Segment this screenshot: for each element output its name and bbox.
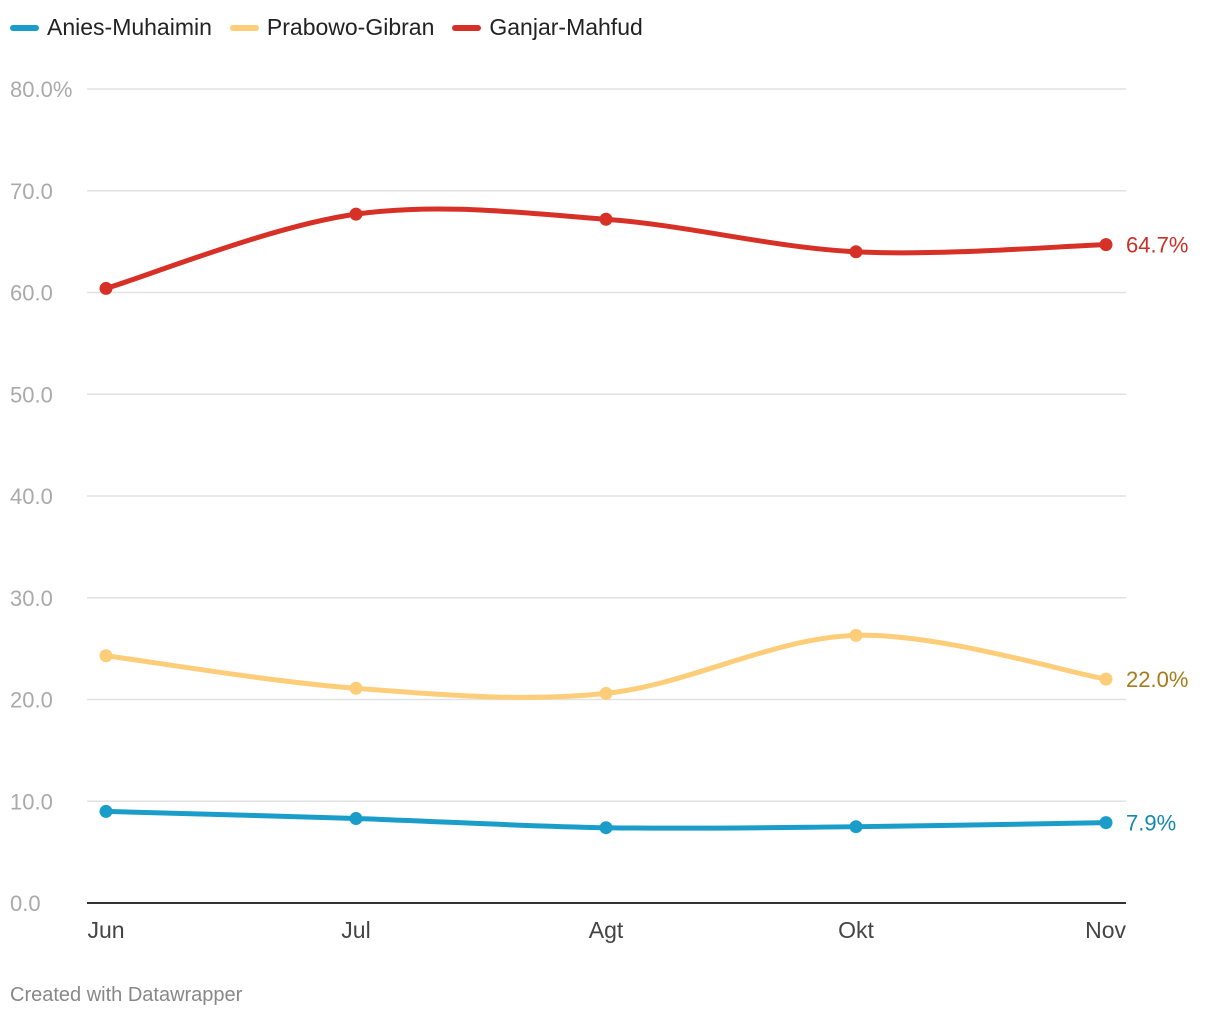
data-point xyxy=(599,212,613,226)
y-tick-label: 40.0 xyxy=(10,484,53,509)
data-point xyxy=(849,245,863,259)
legend-label: Anies-Muhaimin xyxy=(47,14,212,40)
data-point xyxy=(849,820,863,834)
legend-label: Prabowo-Gibran xyxy=(266,14,435,40)
legend-item: Anies-Muhaimin xyxy=(10,14,212,41)
x-tick-label: Nov xyxy=(1085,917,1126,943)
data-point xyxy=(349,207,363,221)
series-end-label: 64.7% xyxy=(1126,233,1188,258)
legend-item: Prabowo-Gibran xyxy=(229,14,435,41)
legend-item: Ganjar-Mahfud xyxy=(452,14,643,41)
y-tick-label: 10.0 xyxy=(10,789,53,814)
y-tick-label: 0.0 xyxy=(10,891,41,916)
x-tick-label: Jul xyxy=(341,917,370,943)
data-point xyxy=(1099,816,1113,830)
data-point xyxy=(1099,672,1113,686)
data-point xyxy=(599,821,613,835)
legend-label: Ganjar-Mahfud xyxy=(489,14,643,40)
y-tick-label: 30.0 xyxy=(10,586,53,611)
data-point xyxy=(1099,238,1113,252)
y-tick-label: 80.0% xyxy=(10,77,72,102)
y-tick-label: 50.0 xyxy=(10,382,53,407)
y-tick-label: 60.0 xyxy=(10,281,53,306)
x-tick-label: Okt xyxy=(838,917,874,943)
data-point xyxy=(99,281,113,295)
credit-text: Created with Datawrapper xyxy=(10,984,243,1006)
y-tick-label: 70.0 xyxy=(10,179,53,204)
legend-swatch xyxy=(229,24,259,31)
data-point xyxy=(849,628,863,642)
line-chart: 0.0 10.0 20.0 30.0 40.0 50.0 60.0 70.0 80.0% Jun J… xyxy=(10,77,1188,943)
legend: Anies-Muhaimin Prabowo-Gibran Ganjar-Mahfu… xyxy=(10,14,643,41)
data-point xyxy=(599,686,613,700)
data-point xyxy=(349,681,363,695)
legend-swatch xyxy=(452,24,482,31)
series-end-label: 22.0% xyxy=(1126,667,1188,692)
y-tick-label: 20.0 xyxy=(10,688,53,713)
series-end-label: 7.9% xyxy=(1126,811,1176,836)
data-point xyxy=(349,812,363,826)
legend-swatch xyxy=(10,24,39,31)
data-point xyxy=(99,804,113,818)
x-tick-label: Agt xyxy=(589,917,624,943)
data-point xyxy=(99,649,113,663)
x-tick-label: Jun xyxy=(87,917,124,943)
